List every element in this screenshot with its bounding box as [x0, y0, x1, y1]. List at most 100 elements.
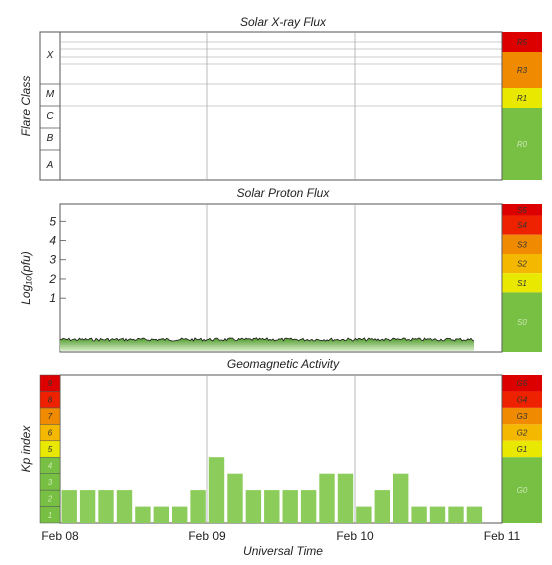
geomag-day-lines: [206, 375, 356, 523]
x-tick-feb10: Feb 10: [336, 529, 374, 543]
xray-scale-r5: [502, 32, 542, 52]
kp-level-label: 6: [48, 429, 53, 438]
kp-bar: [356, 506, 372, 523]
proton-tick-label: 3: [49, 253, 56, 267]
x-tick-feb08: Feb 08: [41, 529, 79, 543]
proton-panel: 1 2 3 4 5 S5 S4 S3 S2 S1 S0 Log₁₀(pfu): [19, 203, 542, 353]
xray-y-axis-label: Flare Class: [19, 76, 33, 137]
proton-scale-s2: [502, 253, 542, 274]
xray-scale-label-r0: R0: [517, 140, 528, 149]
xray-title: Solar X-ray Flux: [240, 15, 327, 29]
geomag-scale-g0: [502, 457, 542, 523]
geomag-panel: 1 2 3 4 5 6 7 8 9 G5 G4 G3 G2 G1 G0 Kp index: [19, 374, 542, 524]
kp-bar: [153, 506, 169, 523]
geomag-scale-label-g4: G4: [517, 396, 528, 405]
geomag-scale-g1: [502, 440, 542, 458]
kp-bar: [429, 506, 446, 523]
proton-scale-label-s2: S2: [517, 260, 527, 269]
kp-bar: [208, 457, 225, 523]
xray-scale-label-r5: R5: [517, 38, 528, 47]
proton-plot-area: [59, 203, 503, 353]
proton-scale-s1: [502, 273, 542, 293]
proton-scale-s3: [502, 234, 542, 254]
geomag-scale-g5: [502, 375, 542, 392]
xray-class-label-a: A: [46, 160, 54, 171]
geomag-scale-label-g3: G3: [517, 412, 528, 421]
kp-level-label: 4: [48, 461, 53, 470]
x-tick-feb11: Feb 11: [484, 529, 521, 543]
xray-day-lines: [206, 32, 356, 180]
xray-scale-label-r1: R1: [517, 94, 527, 103]
proton-tick-label: 5: [49, 214, 56, 228]
kp-bar: [337, 473, 354, 523]
proton-tick-label: 4: [49, 234, 56, 248]
kp-level-label: 5: [48, 445, 53, 454]
xray-class-label-x: X: [46, 50, 54, 61]
geomag-scale-label-g2: G2: [517, 429, 528, 438]
kp-bar: [393, 473, 409, 523]
xray-scale-r1: [502, 88, 542, 108]
xray-scale-r3: [502, 52, 542, 88]
geomag-scale-g3: [502, 407, 542, 425]
geomag-scale-label-g0: G0: [517, 486, 528, 495]
kp-bar: [61, 490, 77, 523]
proton-scale-label-s1: S1: [517, 279, 527, 288]
kp-bar: [319, 473, 335, 523]
kp-bar: [116, 490, 133, 523]
proton-day-lines: [206, 204, 356, 352]
geomag-kp-column: 1 2 3 4 5 6 7 8 9: [39, 374, 61, 524]
kp-bar: [98, 490, 114, 523]
proton-flux-line: [59, 337, 475, 342]
proton-y-axis-label: Log₁₀(pfu): [19, 251, 33, 305]
xray-class-dividers: [40, 83, 60, 151]
kp-level-label: 7: [48, 412, 53, 421]
kp-bar: [411, 506, 427, 523]
kp-bar: [172, 506, 188, 523]
kp-bar: [282, 490, 298, 523]
proton-title: Solar Proton Flux: [237, 186, 331, 200]
x-tick-feb09: Feb 09: [188, 529, 226, 543]
proton-scale-label-s3: S3: [517, 240, 527, 249]
kp-bar: [264, 490, 280, 523]
geomag-scale-g4: [502, 391, 542, 408]
xray-class-label-b: B: [47, 133, 54, 144]
kp-level-label: 1: [48, 511, 52, 520]
kp-bar: [448, 506, 464, 523]
kp-level-label: 3: [48, 478, 53, 487]
proton-scale-s5: [502, 204, 542, 216]
geomag-bars: [61, 457, 483, 523]
kp-bar: [300, 490, 317, 523]
kp-bar: [466, 506, 483, 523]
xray-class-label-c: C: [46, 111, 54, 122]
xray-gridlines: [60, 41, 502, 107]
xray-class-label-m: M: [46, 89, 55, 100]
geomag-scale-g2: [502, 424, 542, 441]
proton-scale: S5 S4 S3 S2 S1 S0: [501, 204, 542, 352]
geomag-scale-label-g5: G5: [517, 379, 528, 388]
proton-scale-label-s0: S0: [517, 318, 527, 327]
kp-level-label: 8: [48, 396, 53, 405]
proton-scale-s4: [502, 215, 542, 235]
kp-bar: [135, 506, 151, 523]
x-axis: Feb 08 Feb 09 Feb 10 Feb 11 Universal Ti…: [41, 529, 520, 558]
kp-bar: [245, 490, 262, 523]
xray-scale-label-r3: R3: [517, 66, 528, 75]
geomag-scale-label-g1: G1: [517, 445, 528, 454]
kp-bar: [79, 490, 96, 523]
kp-bar: [227, 473, 243, 523]
kp-bar: [374, 490, 390, 523]
geomag-title: Geomagnetic Activity: [227, 357, 340, 371]
kp-level-cell: [39, 374, 61, 392]
geomag-y-axis-label: Kp index: [19, 425, 33, 473]
proton-scale-label-s4: S4: [517, 221, 527, 230]
kp-bar: [190, 490, 206, 523]
proton-scale-label-s5: S5: [517, 206, 527, 215]
xray-panel: X MCB A R5 R3 R1 R0 Flare Class: [19, 31, 542, 181]
proton-flux-area: [60, 337, 475, 351]
kp-level-label: 9: [48, 379, 53, 388]
kp-level-label: 2: [47, 494, 53, 503]
xray-scale: R5 R3 R1 R0: [501, 32, 542, 180]
x-axis-label: Universal Time: [243, 544, 323, 558]
